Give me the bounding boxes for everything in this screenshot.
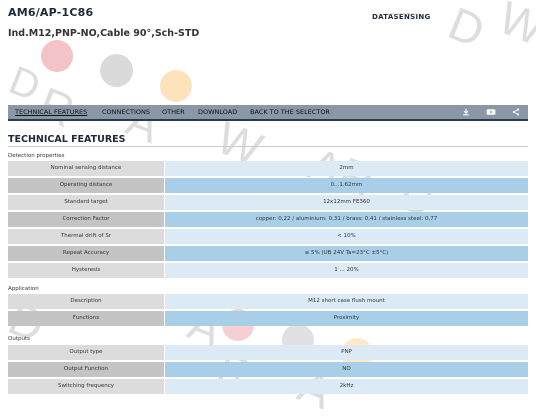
- nav-other[interactable]: OTHER: [162, 108, 185, 116]
- decorative-dot: [100, 54, 133, 87]
- row-label: Repeat Accuracy: [8, 246, 164, 261]
- nav-connections[interactable]: CONNECTIONS: [102, 108, 151, 116]
- row-label: Hysteresis: [8, 263, 164, 278]
- table-row: Hysteresis 1 ... 20%: [8, 263, 528, 278]
- watermark-letter: D: [441, 0, 492, 58]
- row-label: Functions: [8, 311, 164, 326]
- section-title: TECHNICAL FEATURES: [8, 134, 126, 145]
- nav-download[interactable]: DOWNLOAD: [198, 108, 238, 116]
- table-row: Description M12 short case flush mount: [8, 294, 528, 309]
- row-value: 1 ... 20%: [165, 263, 528, 278]
- row-value: NO: [165, 362, 528, 377]
- row-label: Description: [8, 294, 164, 309]
- group-label-detection: Detection properties: [8, 153, 65, 159]
- row-label: Standard target: [8, 195, 164, 210]
- row-value: 0...1.62mm: [165, 178, 528, 193]
- row-value: copper: 0,22 / aluminium: 0,31 / brass: …: [165, 212, 528, 227]
- section-nav-bar: TECHNICAL FEATURES CONNECTIONS OTHER DOW…: [8, 105, 528, 121]
- table-row: Standard target 12x12mm FE360: [8, 195, 528, 210]
- section-divider: [8, 146, 528, 147]
- decorative-dot: [160, 70, 192, 102]
- table-row: Output type PNP: [8, 345, 528, 360]
- row-value: ≤ 5% (UB 24V Ta=23°C ±5°C): [165, 246, 528, 261]
- watermark-letter: A: [119, 93, 168, 153]
- row-label: Output Function: [8, 362, 164, 377]
- row-value: Proximity: [165, 311, 528, 326]
- group-label-application: Application: [8, 286, 39, 292]
- row-label: Switching frequency: [8, 379, 164, 394]
- datasensing-logo: DATASENSING Sensing. Safety. Marking.: [372, 4, 430, 21]
- row-label: Correction Factor: [8, 212, 164, 227]
- row-value: < 10%: [165, 229, 528, 244]
- product-code: AM6/AP-1C86: [8, 6, 94, 19]
- table-row: Nominal sensing distance 2mm: [8, 161, 528, 176]
- table-row: Functions Proximity: [8, 311, 528, 326]
- row-value: 12x12mm FE360: [165, 195, 528, 210]
- download-icon[interactable]: [462, 108, 470, 116]
- row-value: 2mm: [165, 161, 528, 176]
- row-label: Thermal drift of Sr: [8, 229, 164, 244]
- table-row: Output Function NO: [8, 362, 528, 377]
- nav-back-to-selector[interactable]: BACK TO THE SELECTOR: [250, 108, 330, 116]
- product-description: Ind.M12,PNP-NO,Cable 90°,Sch-STD: [8, 28, 200, 39]
- logo-subtext: Sensing. Safety. Marking.: [386, 13, 418, 16]
- row-value: M12 short case flush mount: [165, 294, 528, 309]
- table-row: Operating distance 0...1.62mm: [8, 178, 528, 193]
- logo-text: DATASENSING: [372, 13, 431, 21]
- row-label: Output type: [8, 345, 164, 360]
- watermark-letter: W: [491, 0, 536, 56]
- row-value: PNP: [165, 345, 528, 360]
- decorative-dot: [41, 40, 73, 72]
- nav-technical-features[interactable]: TECHNICAL FEATURES: [15, 108, 88, 116]
- row-label: Nominal sensing distance: [8, 161, 164, 176]
- row-label: Operating distance: [8, 178, 164, 193]
- youtube-icon[interactable]: [486, 108, 496, 116]
- table-row: Repeat Accuracy ≤ 5% (UB 24V Ta=23°C ±5°…: [8, 246, 528, 261]
- table-row: Correction Factor copper: 0,22 / alumini…: [8, 212, 528, 227]
- table-row: Switching frequency 2kHz: [8, 379, 528, 394]
- group-label-outputs: Outputs: [8, 336, 30, 342]
- share-icon[interactable]: [512, 108, 520, 116]
- row-value: 2kHz: [165, 379, 528, 394]
- table-row: Thermal drift of Sr < 10%: [8, 229, 528, 244]
